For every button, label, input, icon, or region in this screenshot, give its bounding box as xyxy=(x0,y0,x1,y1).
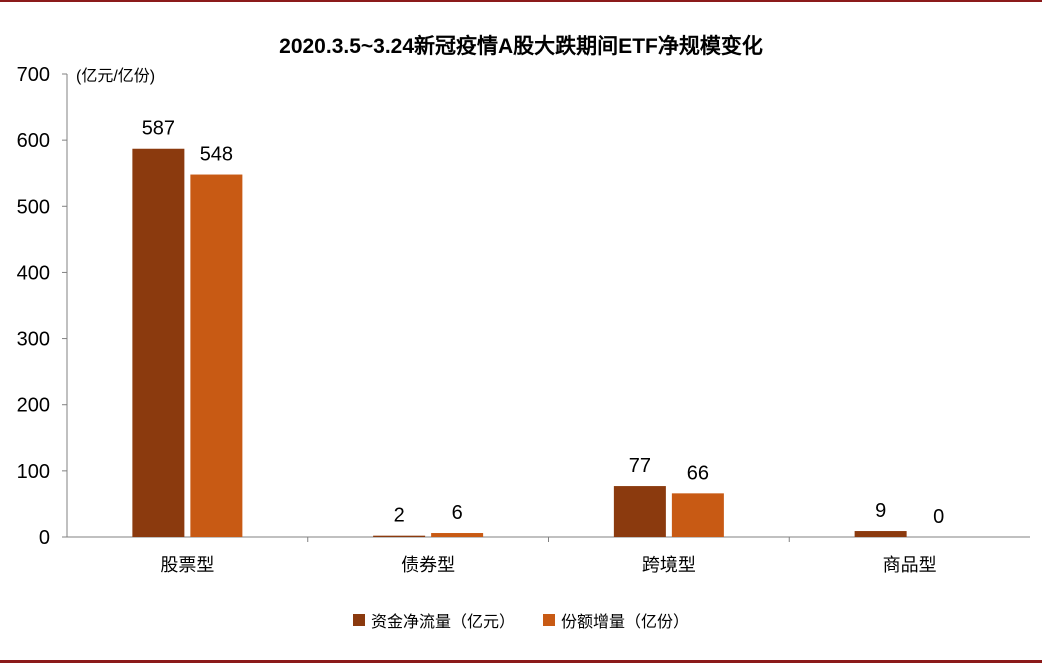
bar-series-0-2 xyxy=(613,486,666,537)
legend: 资金净流量（亿元） 份额增量（亿份） xyxy=(0,608,1042,632)
legend-swatch-net-flow xyxy=(352,614,365,626)
data-label: 6 xyxy=(452,502,463,524)
x-category-label: 股票型 xyxy=(160,555,214,575)
data-label: 9 xyxy=(875,500,886,522)
bar-series-0-1 xyxy=(373,535,426,537)
top-rule xyxy=(0,0,1042,2)
data-label: 77 xyxy=(629,455,651,477)
x-category-label: 跨境型 xyxy=(642,555,696,575)
bottom-rule xyxy=(0,660,1042,663)
data-label: 548 xyxy=(200,144,233,166)
y-tick-label: 500 xyxy=(17,196,50,218)
y-tick-label: 0 xyxy=(39,527,50,549)
y-tick-label: 600 xyxy=(17,130,50,152)
legend-label-net-flow: 资金净流量（亿元） xyxy=(370,614,515,631)
legend-item-share-increase: 份额增量（亿份） xyxy=(543,608,689,632)
y-unit-label: (亿元/亿份) xyxy=(76,68,156,85)
y-tick-label: 200 xyxy=(17,395,50,417)
x-category-label: 债券型 xyxy=(401,555,455,575)
bar-series-1-2 xyxy=(671,493,724,537)
y-tick-label: 700 xyxy=(17,64,50,86)
bar-series-1-1 xyxy=(431,533,484,537)
data-label: 2 xyxy=(394,505,405,527)
data-label: 66 xyxy=(687,462,709,484)
legend-swatch-share-increase xyxy=(543,614,555,626)
bar-series-0-0 xyxy=(132,148,185,537)
data-label: 0 xyxy=(933,506,944,528)
bar-series-1-0 xyxy=(190,174,243,537)
legend-item-net-flow: 资金净流量（亿元） xyxy=(352,608,515,632)
y-tick-label: 400 xyxy=(17,262,50,284)
chart-title: 2020.3.5~3.24新冠疫情A股大跌期间ETF净规模变化 xyxy=(279,35,763,58)
data-label: 587 xyxy=(142,118,175,140)
x-category-label: 商品型 xyxy=(883,555,937,575)
legend-label-share-increase: 份额增量（亿份） xyxy=(561,614,690,631)
plot-area: 0 100 200 300 400 500 600 700 股票型 587 548 债券型 2 6 跨境型 7… xyxy=(17,64,1030,575)
y-tick-label: 100 xyxy=(17,461,50,483)
y-tick-label: 300 xyxy=(17,329,50,351)
bar-series-0-3 xyxy=(854,531,907,537)
